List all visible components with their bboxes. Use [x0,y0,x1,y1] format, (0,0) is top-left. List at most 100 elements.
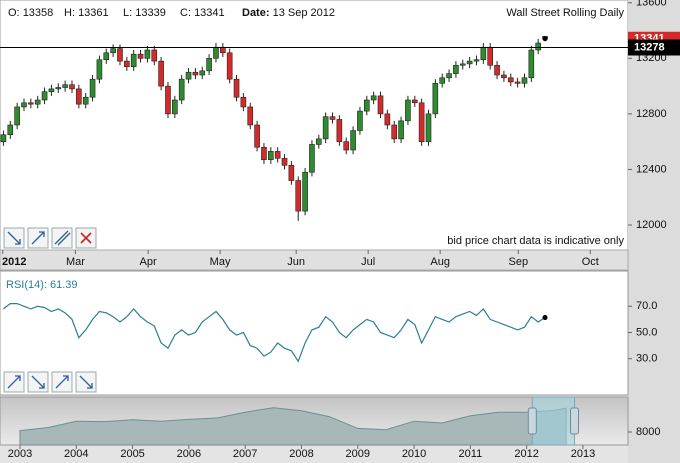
candle-body [432,83,439,115]
candle-body [350,130,356,151]
candle-body [82,96,89,105]
x-tick-label: 2010 [402,448,426,460]
y-tick-label: 12400 [636,163,667,175]
candle-body [89,78,96,98]
candle-body [240,96,247,108]
candle-body [110,48,116,54]
candle-body [453,64,459,74]
candle-body [288,164,295,181]
candle-body [309,144,315,173]
rsi-title: RSI(14): 61.39 [6,279,78,291]
candle-body [281,158,288,166]
candle-body [521,77,528,84]
field-value: 13339 [135,7,166,19]
x-tick-label: 2012 [2,256,26,268]
candle-body [158,60,164,87]
y-tick-label: 12800 [636,108,667,120]
navigator-selection [531,396,576,446]
candle-body [315,138,322,145]
field-label: O: [8,7,20,19]
x-tick-label: May [210,256,231,268]
header: L: 13339 [123,7,166,19]
y-tick-label: 12000 [636,219,667,231]
header: O: 13358 [8,7,53,19]
candle-body [268,151,274,161]
candle-body [514,81,521,84]
candle-body [199,70,206,76]
candle-body [192,71,199,76]
candle-body [117,48,123,62]
x-tick-label: Oct [582,256,599,268]
icon [31,231,45,245]
y-tick-label: 13200 [636,52,667,64]
candle-body [206,58,212,72]
candle-body [7,124,14,136]
candle-body [439,77,446,84]
candle-body [55,87,62,90]
y-tick-label: 13600 [636,0,667,9]
icon [79,375,93,389]
x-tick-label: 2013 [571,448,595,460]
drawing-tools [3,227,97,393]
candle-body [357,110,363,131]
candle-body [411,99,418,104]
candle-body [233,78,240,98]
tool-button[interactable] [51,227,73,249]
candle-body [459,63,466,66]
candle-body [418,102,425,142]
candle-body [336,119,343,142]
reference-label: 13278 [634,41,665,53]
candle-body [28,102,34,105]
selection-handle[interactable] [570,407,580,435]
candle-body [76,88,82,105]
candle-body [172,99,178,115]
y-tick-label: 8000 [636,426,660,438]
note: bid price chart data is indicative only [447,235,624,247]
candle-body [384,113,391,126]
candle-body [14,106,20,126]
field-value: 13341 [194,7,225,19]
y-tick-label: 30.0 [636,353,657,365]
candle-body [487,46,493,66]
selection-handle[interactable] [527,407,537,435]
axis-panel [628,0,680,463]
candle-body [124,60,130,67]
icon [55,375,69,389]
field-label: L: [123,7,132,19]
candle-body [343,141,350,151]
last-price-dot [542,36,548,42]
candle-body [501,74,507,79]
candle-body [165,85,171,115]
candle-body [329,116,336,120]
candle-body [226,52,233,80]
candle-body [247,106,254,126]
candle-body [48,88,55,92]
candle-body [137,53,144,59]
candle-body [34,99,41,105]
candle-body [220,46,226,54]
candle-body [507,77,514,83]
candle-body [41,91,48,101]
candle-body [446,73,452,79]
y-tick-label: 70.0 [636,300,657,312]
x-tick-label: 2004 [64,448,88,460]
field-label: C: [180,7,191,19]
x-tick-label: Apr [140,256,157,268]
candle-body [185,71,192,80]
candle-body [254,124,260,148]
y-tick-label: 50.0 [636,326,657,338]
field-value: 13361 [78,7,109,19]
candle-body [144,49,151,59]
x-tick-label: 2011 [459,448,483,460]
date: 13 Sep 2012 [273,7,335,19]
candle-body [473,59,480,62]
candle-body [261,146,267,161]
candle-body [391,124,398,140]
candle-body [274,151,281,159]
chart-title: Wall Street Rolling Daily [506,7,624,19]
icon [80,232,92,244]
x-tick-label: 2008 [289,448,313,460]
candle-body [103,52,110,61]
x-tick-label: Sep [509,256,529,268]
candle-body [213,46,219,59]
